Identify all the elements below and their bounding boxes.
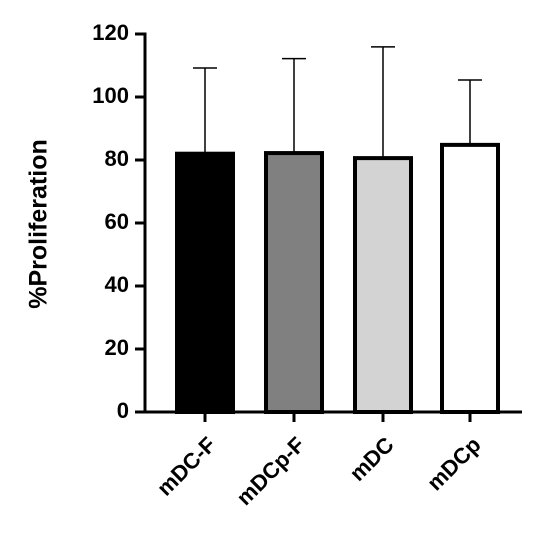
bar [440, 142, 500, 414]
bar [175, 151, 235, 414]
y-tick-label: 100 [92, 83, 129, 108]
y-tick-label: 0 [117, 398, 129, 423]
y-tick-label: 80 [105, 146, 129, 171]
y-tick-label: 120 [92, 20, 129, 45]
x-tick-label: mDCp [422, 432, 485, 495]
y-tick-label: 20 [105, 335, 129, 360]
x-tick-label: mDC-F [152, 432, 221, 501]
x-tick-label: mDC [345, 432, 399, 486]
y-axis-label: %Proliferation [25, 139, 53, 308]
x-tick-label: mDCp-F [231, 432, 309, 510]
bar [264, 151, 324, 414]
bar [353, 156, 413, 414]
y-tick-label: 60 [105, 209, 129, 234]
y-tick-label: 40 [105, 272, 129, 297]
